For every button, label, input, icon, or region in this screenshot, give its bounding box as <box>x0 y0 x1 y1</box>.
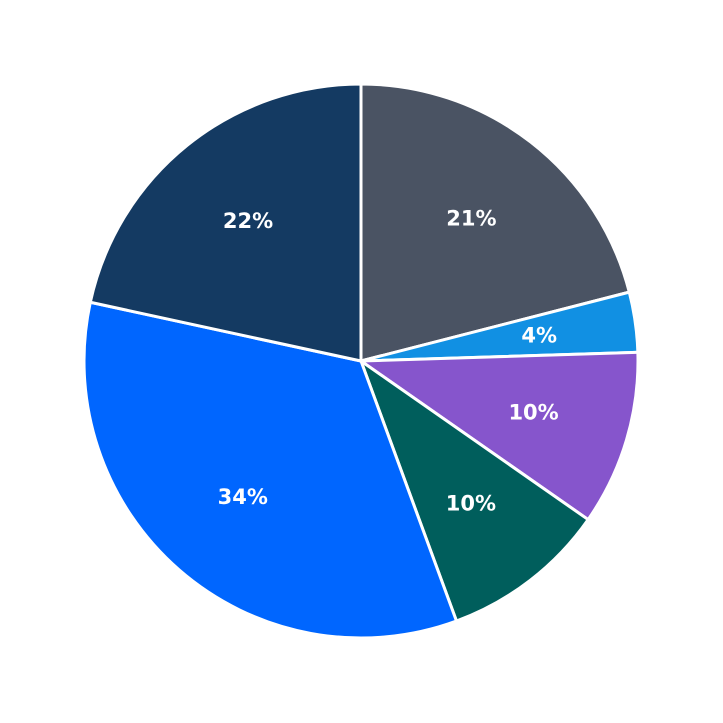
slice-label-1: 4% <box>521 324 557 348</box>
pie-slice-3 <box>359 359 590 623</box>
pie-slice-5 <box>88 82 363 363</box>
slice-label-0: 21% <box>446 207 496 231</box>
pie-slice-0 <box>359 82 631 363</box>
slice-label-3: 10% <box>446 492 496 516</box>
slice-label-2: 10% <box>508 400 558 424</box>
pie-slice-4 <box>82 300 458 640</box>
pie-slice-2 <box>359 350 640 522</box>
slice-label-4: 34% <box>218 485 268 509</box>
slice-label-5: 22% <box>223 209 273 233</box>
